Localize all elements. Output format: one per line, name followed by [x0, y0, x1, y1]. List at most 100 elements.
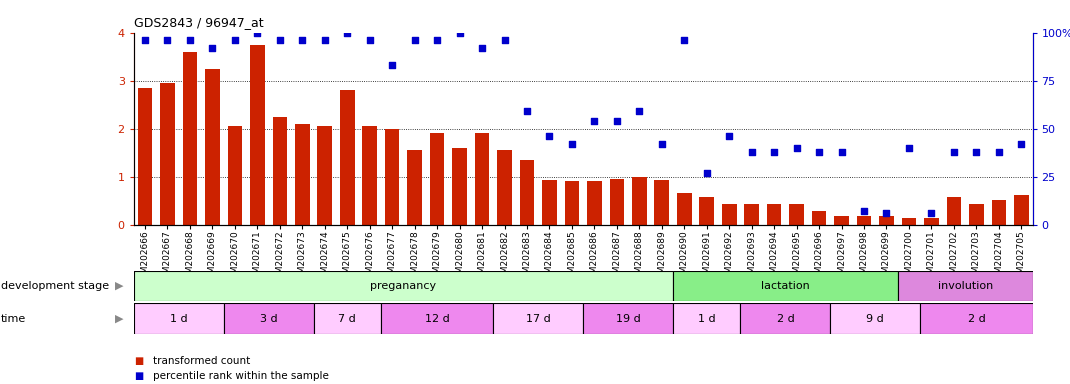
Bar [924, 218, 938, 225]
Bar [677, 194, 691, 225]
Point [743, 149, 760, 155]
Bar [385, 129, 399, 225]
Text: development stage: development stage [1, 281, 109, 291]
Text: 1 d: 1 d [698, 314, 716, 324]
Bar [408, 150, 422, 225]
Bar [632, 177, 646, 225]
Bar [318, 126, 332, 225]
Point [452, 30, 469, 36]
Bar [947, 197, 961, 225]
Bar [224, 303, 314, 334]
Point [653, 141, 670, 147]
Bar [610, 179, 624, 225]
Bar [138, 88, 152, 225]
Point [1012, 141, 1029, 147]
Bar [969, 204, 983, 225]
Point [473, 45, 490, 51]
Bar [898, 271, 1033, 301]
Bar [134, 271, 673, 301]
Point [946, 149, 963, 155]
Bar [583, 303, 673, 334]
Text: 17 d: 17 d [525, 314, 551, 324]
Text: 2 d: 2 d [967, 314, 985, 324]
Bar [740, 303, 830, 334]
Bar [340, 90, 354, 225]
Point [856, 208, 873, 214]
Bar [992, 200, 1006, 225]
Point [272, 37, 289, 43]
Point [991, 149, 1008, 155]
Point [586, 118, 603, 124]
Bar [745, 204, 759, 225]
Point [227, 37, 244, 43]
Text: 3 d: 3 d [260, 314, 277, 324]
Bar [475, 134, 489, 225]
Bar [228, 126, 242, 225]
Text: involution: involution [937, 281, 993, 291]
Bar [835, 216, 849, 225]
Bar [381, 303, 493, 334]
Bar [493, 303, 583, 334]
Text: preganancy: preganancy [370, 281, 437, 291]
Bar [183, 52, 197, 225]
Point [383, 62, 400, 68]
Bar [857, 216, 871, 225]
Point [922, 210, 939, 216]
Bar [565, 182, 579, 225]
Bar [295, 124, 309, 225]
Text: 12 d: 12 d [425, 314, 449, 324]
Bar [767, 204, 781, 225]
Point [832, 149, 850, 155]
Point [362, 37, 379, 43]
Point [540, 133, 559, 139]
Point [766, 149, 783, 155]
Point [159, 37, 177, 43]
Bar [673, 271, 898, 301]
Point [608, 118, 625, 124]
Bar [880, 216, 893, 225]
Point [182, 37, 199, 43]
Bar [655, 180, 669, 225]
Point [676, 37, 693, 43]
Point [563, 141, 580, 147]
Point [317, 37, 334, 43]
Text: ▶: ▶ [114, 281, 123, 291]
Bar [920, 303, 1033, 334]
Point [407, 37, 424, 43]
Bar [812, 211, 826, 225]
Point [631, 108, 648, 114]
Bar [520, 160, 534, 225]
Bar [160, 83, 174, 225]
Point [249, 30, 266, 36]
Bar [700, 197, 714, 225]
Bar [830, 303, 920, 334]
Point [496, 37, 514, 43]
Bar [453, 148, 467, 225]
Text: 7 d: 7 d [338, 314, 356, 324]
Bar [673, 303, 740, 334]
Text: 1 d: 1 d [170, 314, 187, 324]
Text: time: time [1, 314, 27, 324]
Bar [542, 180, 556, 225]
Text: percentile rank within the sample: percentile rank within the sample [153, 371, 328, 381]
Bar [498, 150, 511, 225]
Bar [363, 126, 377, 225]
Bar [205, 69, 219, 225]
Point [877, 210, 895, 216]
Text: ■: ■ [134, 371, 143, 381]
Point [339, 30, 356, 36]
Text: GDS2843 / 96947_at: GDS2843 / 96947_at [134, 16, 263, 29]
Bar [250, 45, 264, 225]
Bar [790, 204, 804, 225]
Point [721, 133, 738, 139]
Text: transformed count: transformed count [153, 356, 250, 366]
Point [428, 37, 446, 43]
Bar [1014, 195, 1028, 225]
Point [901, 145, 918, 151]
Point [203, 45, 221, 51]
Text: ■: ■ [134, 356, 143, 366]
Bar [430, 134, 444, 225]
Point [519, 108, 536, 114]
Point [968, 149, 985, 155]
Text: ▶: ▶ [114, 314, 123, 324]
